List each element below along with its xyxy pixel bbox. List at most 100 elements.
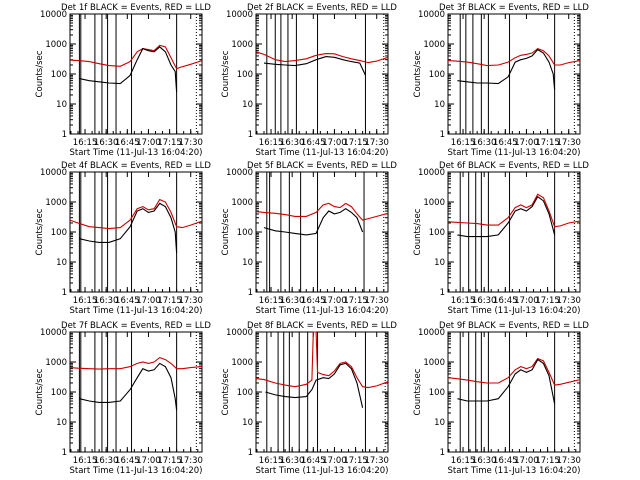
x-tick-label: 17:00: [322, 456, 347, 466]
y-tick-label: 10000: [40, 168, 67, 178]
y-tick-label: 10: [434, 100, 445, 110]
x-tick-label: 17:30: [178, 456, 203, 466]
y-tick-label: 1: [62, 130, 67, 140]
x-tick-label: 17:30: [556, 138, 581, 148]
x-tick-label: 16:30: [472, 296, 497, 306]
x-tick-label: 17:30: [178, 296, 203, 306]
series-line-events: [263, 208, 364, 236]
y-tick-label: 10000: [226, 168, 253, 178]
x-tick-label: 17:00: [136, 296, 161, 306]
panel-title: Det 6f BLACK = Events, RED = LLD: [439, 161, 589, 171]
y-tick-label: 10: [434, 258, 445, 268]
panel-8: Det 8f BLACK = Events, RED = LLD 1 10 100 10…: [221, 321, 397, 476]
series-line-lld: [255, 51, 389, 64]
x-tick-label: 16:45: [301, 456, 326, 466]
y-tick-label: 10: [56, 418, 67, 428]
x-tick-label: 17:00: [136, 456, 161, 466]
panel-title: Det 8f BLACK = Events, RED = LLD: [247, 321, 397, 331]
y-tick-label: 100: [51, 70, 67, 80]
x-tick-label: 17:30: [556, 456, 581, 466]
panel-1: Det 1f BLACK = Events, RED = LLD 1 10 100 10…: [35, 3, 211, 158]
x-tick-label: 17:00: [514, 138, 539, 148]
x-axis-title: Start Time (11-Jul-13 16:04:20): [448, 466, 581, 476]
y-tick-label: 1: [248, 448, 253, 458]
panel-5: Det 5f BLACK = Events, RED = LLD 1 10 100 10…: [221, 161, 397, 316]
y-tick-label: 100: [429, 70, 445, 80]
plot-frame: [447, 171, 581, 293]
plot-frame: [447, 331, 581, 453]
x-tick-label: 16:15: [73, 296, 98, 306]
y-tick-label: 1000: [423, 358, 445, 368]
series-line-events: [457, 358, 556, 405]
x-tick-label: 16:45: [493, 296, 518, 306]
series-line-lld: [447, 193, 581, 228]
x-tick-label: 16:45: [493, 456, 518, 466]
y-tick-label: 1: [440, 448, 445, 458]
y-tick-label: 100: [51, 228, 67, 238]
y-axis-title: Counts/sec: [413, 208, 423, 255]
series-line-lld: [447, 47, 581, 67]
y-tick-label: 1000: [45, 198, 67, 208]
y-tick-label: 10000: [40, 10, 67, 20]
y-tick-label: 100: [237, 388, 253, 398]
x-tick-label: 17:30: [364, 456, 389, 466]
series-line-events: [79, 202, 178, 254]
y-tick-label: 10: [434, 418, 445, 428]
plot-frame: [255, 13, 389, 135]
y-axis-title: Counts/sec: [221, 368, 231, 415]
x-tick-label: 17:00: [514, 296, 539, 306]
y-tick-label: 1000: [423, 198, 445, 208]
y-tick-label: 10000: [418, 10, 445, 20]
y-tick-label: 10: [242, 258, 253, 268]
x-axis-title: Start Time (11-Jul-13 16:04:20): [448, 306, 581, 316]
x-tick-label: 16:45: [115, 456, 140, 466]
plot-frame: [447, 13, 581, 135]
x-tick-label: 16:30: [472, 138, 497, 148]
series-line-lld: [69, 198, 203, 230]
plot-frame: [69, 171, 203, 293]
x-tick-label: 16:15: [73, 138, 98, 148]
x-axis-title: Start Time (11-Jul-13 16:04:20): [70, 306, 203, 316]
y-tick-label: 10: [242, 100, 253, 110]
y-tick-label: 1000: [45, 358, 67, 368]
y-tick-label: 10000: [226, 328, 253, 338]
x-tick-label: 16:15: [259, 296, 284, 306]
y-tick-label: 1: [248, 288, 253, 298]
y-tick-label: 1000: [231, 358, 253, 368]
panel-4: Det 4f BLACK = Events, RED = LLD 1 10 100 10…: [35, 161, 211, 316]
x-tick-label: 16:30: [280, 296, 305, 306]
x-tick-label: 16:15: [451, 138, 476, 148]
x-tick-label: 16:45: [115, 296, 140, 306]
plot-frame: [255, 331, 389, 453]
x-tick-label: 16:15: [73, 456, 98, 466]
panel-6: Det 6f BLACK = Events, RED = LLD 1 10 100 10…: [413, 161, 589, 316]
series-line-events: [457, 48, 556, 90]
series-line-events: [265, 362, 364, 408]
y-tick-label: 1: [440, 288, 445, 298]
series-line-lld: [69, 356, 203, 370]
x-tick-label: 17:15: [157, 296, 182, 306]
y-tick-label: 1000: [231, 40, 253, 50]
plot-frame: [69, 13, 203, 135]
x-tick-label: 17:15: [343, 456, 368, 466]
x-tick-label: 16:30: [280, 138, 305, 148]
y-tick-label: 1: [440, 130, 445, 140]
y-tick-label: 10: [242, 418, 253, 428]
series-line-events: [263, 56, 366, 76]
x-tick-label: 16:45: [493, 138, 518, 148]
x-tick-label: 17:00: [514, 456, 539, 466]
y-tick-label: 100: [237, 228, 253, 238]
y-tick-label: 100: [429, 228, 445, 238]
x-axis-title: Start Time (11-Jul-13 16:04:20): [256, 148, 389, 158]
y-tick-label: 1: [248, 130, 253, 140]
y-tick-label: 1000: [45, 40, 67, 50]
x-tick-label: 17:00: [322, 138, 347, 148]
x-tick-label: 16:30: [94, 456, 119, 466]
series-line-lld: [447, 357, 581, 386]
series-line-events: [457, 195, 556, 238]
y-axis-title: Counts/sec: [221, 50, 231, 97]
panel-title: Det 2f BLACK = Events, RED = LLD: [247, 3, 397, 13]
y-tick-label: 1000: [231, 198, 253, 208]
x-tick-label: 17:15: [157, 456, 182, 466]
